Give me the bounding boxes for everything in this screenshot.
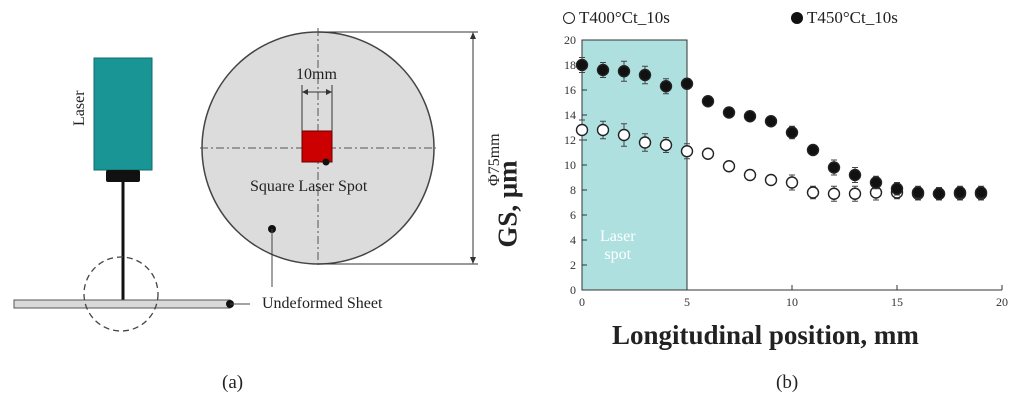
data-point-t450 (659, 80, 673, 93)
data-point-t450 (617, 65, 631, 78)
dim-arrowhead-right (326, 89, 332, 95)
data-point-t450 (848, 168, 862, 182)
data-point-t450 (638, 68, 652, 82)
data-point-t450 (890, 182, 904, 195)
region-label-line2: spot (604, 246, 632, 263)
detail-circle (83, 256, 159, 332)
y-tick-label: 18 (564, 58, 576, 72)
legend-label-1: T400°Ct_10s (579, 8, 670, 27)
data-point-t450 (911, 186, 925, 199)
y-tick-label: 6 (570, 208, 576, 222)
data-point-t450 (596, 63, 610, 77)
data-point-t400 (764, 173, 778, 187)
data-point-t400 (596, 123, 610, 137)
y-axis-label: GS, μm (492, 160, 523, 248)
y-tick-label: 16 (564, 83, 576, 97)
data-point-t400 (575, 123, 589, 137)
data-point-t450 (701, 95, 715, 108)
diam-arrowhead-bottom (470, 257, 476, 264)
spot-center-dot (322, 158, 330, 166)
x-tick-label: 10 (786, 295, 798, 309)
data-point-t450 (932, 187, 946, 200)
data-point-t400 (743, 168, 757, 182)
y-tick-label: 2 (570, 258, 576, 272)
data-point-t450 (806, 143, 820, 157)
data-point-t450 (827, 161, 841, 174)
y-tick-label: 10 (564, 158, 576, 172)
caption-b: (b) (776, 372, 799, 393)
filled-circle-marker-icon (791, 12, 803, 24)
data-point-t450 (785, 126, 799, 139)
data-point-t450 (974, 186, 988, 199)
laser-nozzle (106, 170, 140, 182)
data-point-t400 (806, 186, 820, 199)
dim-arrowhead-left (302, 89, 308, 95)
data-point-t450 (680, 77, 694, 90)
y-tick-label: 20 (564, 33, 576, 47)
data-point-t400 (617, 128, 631, 142)
open-circle-marker-icon (563, 12, 575, 24)
data-point-t400 (722, 160, 736, 173)
y-tick-label: 8 (570, 183, 576, 197)
data-point-t400 (827, 187, 841, 200)
data-point-t400 (680, 145, 694, 158)
legend-entry-2: T450°Ct_10s (791, 8, 898, 28)
x-tick-label: 20 (996, 295, 1008, 309)
data-point-t450 (743, 110, 757, 123)
laser-spot-region-label: Laser spot (600, 228, 636, 264)
y-tick-label: 12 (564, 133, 576, 147)
sheet-label: Undeformed Sheet (262, 295, 383, 312)
data-point-t450 (953, 186, 967, 199)
legend-label-2: T450°Ct_10s (807, 8, 898, 27)
laser-label: Laser (71, 90, 88, 126)
spot-width-label: 10mm (296, 66, 337, 83)
data-point-t400 (701, 147, 715, 160)
data-point-t450 (575, 58, 589, 72)
data-point-t450 (764, 115, 778, 128)
y-tick-label: 14 (564, 108, 576, 122)
data-point-t450 (722, 106, 736, 119)
data-point-t400 (659, 138, 673, 152)
caption-a: (a) (222, 372, 244, 393)
x-axis-label: Longitudinal position, mm (612, 320, 919, 350)
panel-a-schematic (13, 28, 478, 332)
data-point-t450 (869, 176, 883, 189)
panel-b-chart: 0 2 4 6 8 10 12 14 16 18 20 0 5 10 15 20 (564, 33, 1008, 309)
data-point-t400 (785, 176, 799, 189)
y-tick-label: 0 (570, 283, 576, 297)
region-label-line1: Laser (600, 228, 636, 245)
legend-entry-1: T400°Ct_10s (563, 8, 670, 28)
spot-label: Square Laser Spot (250, 178, 368, 195)
data-point-t400 (848, 187, 862, 200)
diam-arrowhead-top (470, 32, 476, 39)
laser-body (93, 57, 153, 171)
x-tick-label: 15 (891, 295, 903, 309)
x-tick-label: 5 (684, 295, 690, 309)
x-tick-label: 0 (579, 295, 585, 309)
y-tick-label: 4 (570, 233, 576, 247)
sheet-plate (13, 299, 231, 309)
laser-spot-square (301, 130, 333, 163)
data-point-t400 (638, 136, 652, 149)
